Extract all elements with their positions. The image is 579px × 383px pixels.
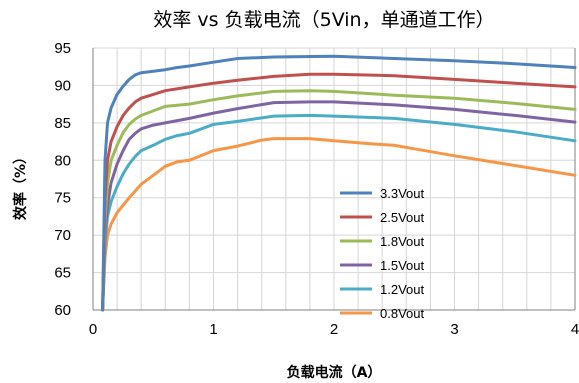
- chart-title: 效率 vs 负载电流（5Vin，单通道工作）: [153, 9, 494, 31]
- legend-label: 1.8Vout: [380, 234, 424, 249]
- legend-label: 2.5Vout: [380, 210, 424, 225]
- y-axis-label: 效率（%）: [12, 150, 29, 220]
- x-tick-label: 0: [89, 321, 97, 338]
- x-tick-label: 2: [330, 321, 338, 338]
- legend-label: 1.5Vout: [380, 258, 424, 273]
- y-tick-label: 85: [54, 115, 71, 132]
- series-line-0-8vout: [101, 137, 577, 312]
- series-line-1-5vout: [101, 100, 577, 312]
- x-tick-label: 4: [571, 321, 579, 338]
- series-line-1-8vout: [101, 89, 577, 312]
- series-line-2-5vout: [101, 72, 577, 312]
- x-tick-label: 1: [209, 321, 217, 338]
- y-tick-label: 90: [54, 77, 71, 94]
- y-tick-label: 70: [54, 227, 71, 244]
- y-tick-label: 75: [54, 190, 71, 207]
- x-tick-label: 3: [450, 321, 458, 338]
- series-layer: [101, 54, 577, 312]
- y-tick-label: 65: [54, 265, 71, 282]
- legend-label: 3.3Vout: [380, 186, 424, 201]
- grid-layer: [93, 47, 575, 311]
- tick-layer: 0 1 2 3 4 60 65 70 75 80 85 90 95: [54, 40, 579, 338]
- series-line-1-2vout: [101, 113, 577, 312]
- y-tick-label: 95: [54, 40, 71, 57]
- y-tick-label: 60: [54, 302, 71, 319]
- legend-label: 1.2Vout: [380, 282, 424, 297]
- axis-layer: [92, 48, 576, 311]
- y-tick-label: 80: [54, 152, 71, 169]
- series-line-3-3vout: [101, 54, 577, 312]
- x-axis-label: 负载电流（A）: [287, 364, 382, 381]
- legend: 3.3Vout 2.5Vout 1.8Vout 1.5Vout 1.2Vout 0.8Vo…: [340, 186, 424, 321]
- legend-label: 0.8Vout: [380, 306, 424, 321]
